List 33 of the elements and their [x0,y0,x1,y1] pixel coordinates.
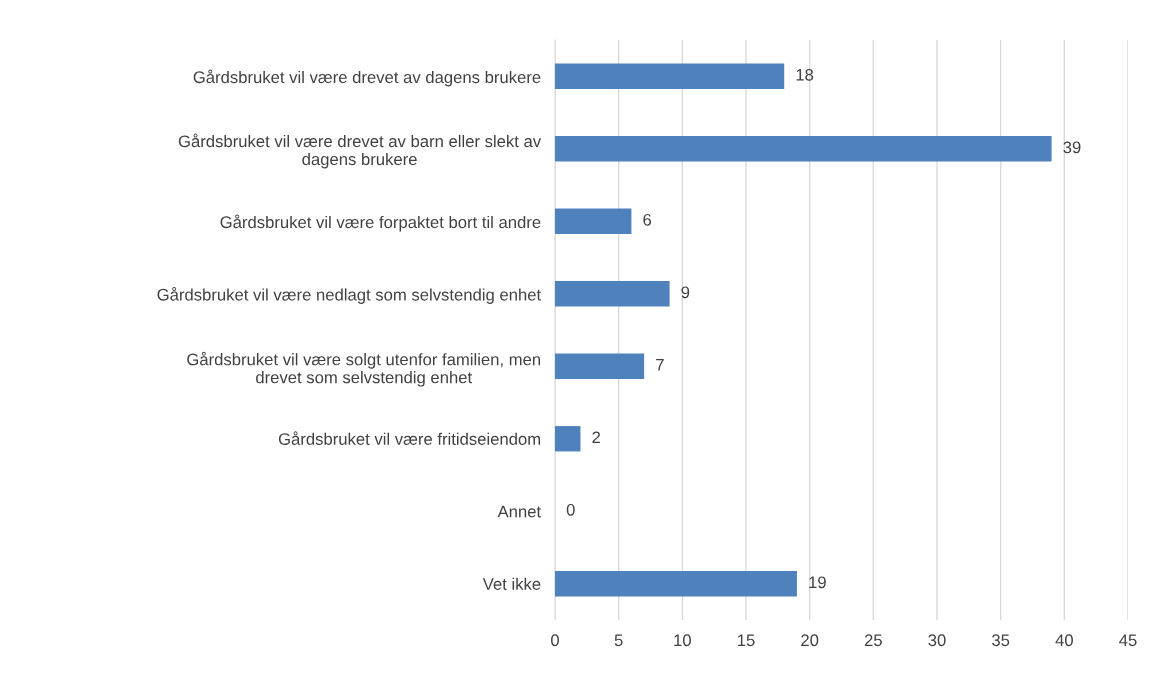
bar [555,208,632,234]
y-tick-label: Gårdsbruket vil være solgt utenfor familien, men drevet som selvstendig enhet [187,351,541,387]
bar [555,426,581,452]
x-tick-label: 15 [738,634,755,647]
y-tick-label: Gårdsbruket vil være fritidseiendom [278,431,541,445]
bar [555,63,785,89]
y-tick-label: Gårdsbruket vil være forpaktet bort til andre [220,214,541,232]
y-tick-label: Vet ikke [482,577,541,590]
x-tick-label: 45 [1119,634,1137,647]
y-tick-label: Gårdsbruket vil være drevet av barn eller slekt av dagens brukere [178,133,542,169]
data-label: 19 [809,576,826,589]
x-tick-label: 0 [551,634,559,647]
x-tick-label: 30 [928,634,946,647]
y-tick-label: Annet [497,505,541,518]
data-label: 7 [656,359,664,371]
data-label: 18 [796,68,814,81]
bar [555,353,645,379]
x-tick-label: 40 [1055,634,1073,647]
y-tick-label: Gårdsbruket vil være nedlagt som selvstendig enhet [157,287,542,304]
x-tick-label: 5 [614,634,623,647]
x-tick-label: 20 [801,634,819,647]
x-tick-label: 35 [992,634,1010,647]
x-tick-label: 10 [674,634,691,647]
data-label: 9 [681,286,690,299]
y-tick-label: Gårdsbruket vil være drevet av dagens brukere [193,69,541,87]
data-label: 6 [643,213,652,226]
data-label: 39 [1063,141,1081,154]
data-label: 2 [592,431,601,444]
bar [555,571,797,597]
bar [555,281,670,307]
data-label: 0 [566,503,575,516]
x-tick-label: 25 [864,634,882,647]
bar [555,136,1052,162]
